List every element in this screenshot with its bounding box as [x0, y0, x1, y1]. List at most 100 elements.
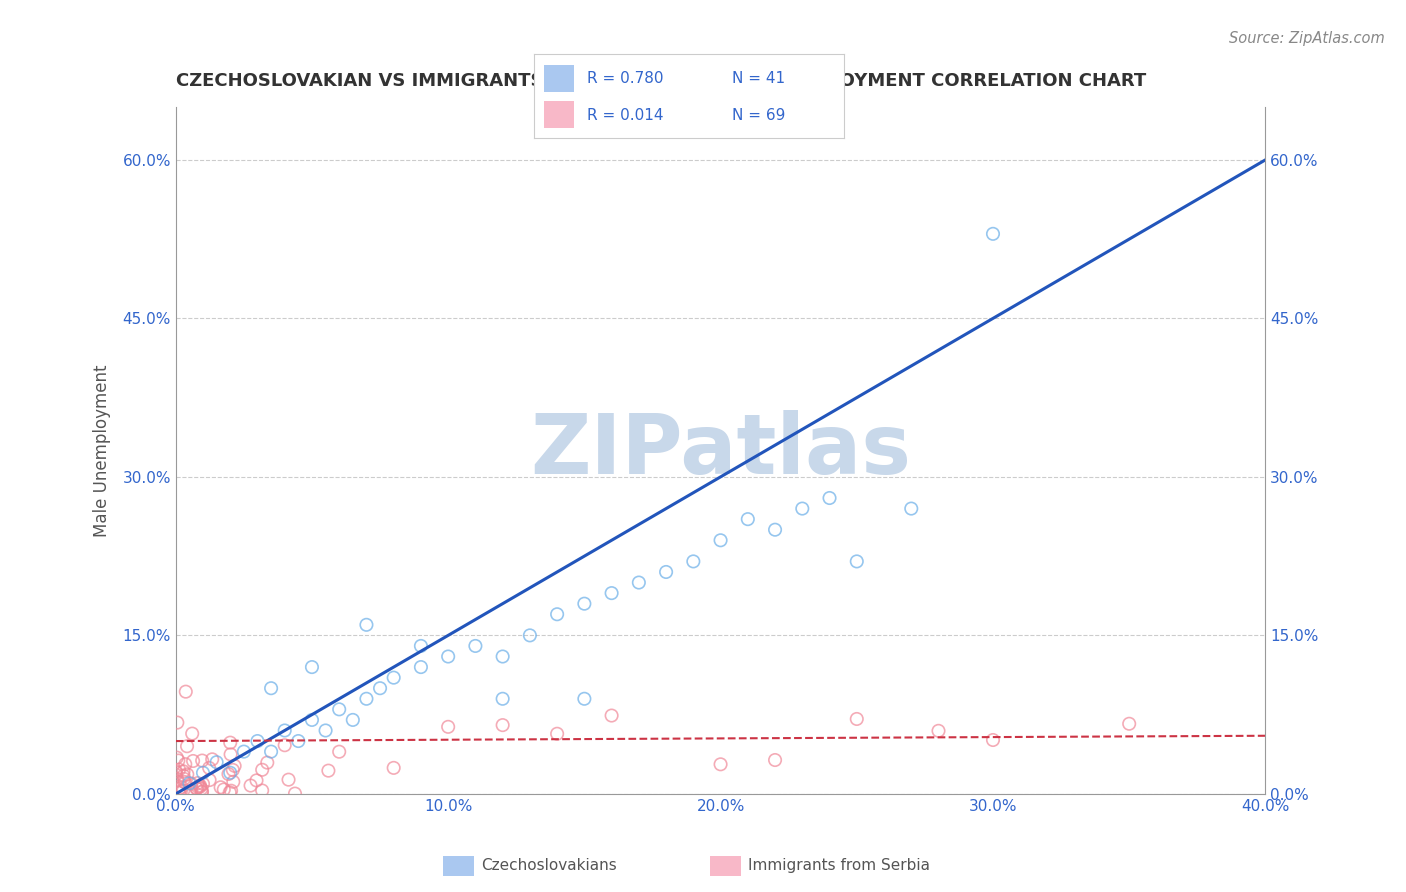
Point: [222, 763, 245, 777]
Text: ZIPatlas: ZIPatlas: [530, 410, 911, 491]
Point: [167, 786, 190, 800]
Point: [209, 780, 232, 795]
Point: [176, 767, 198, 781]
Bar: [544, 64, 575, 92]
Point: [301, 713, 323, 727]
Point: [180, 777, 202, 791]
Point: [188, 780, 211, 794]
Point: [437, 649, 460, 664]
Point: [368, 681, 391, 696]
Point: [492, 718, 515, 732]
Point: [574, 597, 596, 611]
Point: [212, 782, 235, 797]
Point: [198, 773, 221, 788]
Point: [682, 554, 704, 568]
Y-axis label: Male Unemployment: Male Unemployment: [93, 364, 111, 537]
Text: Immigrants from Serbia: Immigrants from Serbia: [748, 858, 929, 872]
Point: [600, 586, 623, 600]
Point: [250, 763, 273, 777]
Point: [274, 723, 297, 738]
Point: [219, 747, 242, 762]
Point: [464, 639, 486, 653]
Point: [981, 227, 1004, 241]
Point: [900, 501, 922, 516]
Point: [222, 774, 245, 789]
Bar: [544, 101, 575, 128]
Point: [170, 780, 193, 794]
Point: [655, 565, 678, 579]
Point: [224, 759, 246, 773]
Point: [172, 783, 194, 797]
Point: [246, 734, 269, 748]
Point: [166, 772, 188, 786]
Point: [356, 691, 378, 706]
Point: [519, 628, 541, 642]
Point: [763, 753, 786, 767]
Point: [219, 736, 242, 750]
Point: [201, 752, 224, 766]
Point: [191, 785, 214, 799]
Point: [627, 575, 650, 590]
Point: [167, 781, 190, 796]
Point: [191, 777, 214, 791]
Point: [179, 776, 201, 790]
Point: [181, 726, 204, 740]
Point: [219, 765, 242, 780]
Point: [845, 554, 868, 568]
Point: [342, 713, 364, 727]
Point: [173, 772, 195, 786]
Point: [981, 733, 1004, 747]
Point: [845, 712, 868, 726]
Text: N = 41: N = 41: [733, 71, 786, 87]
Point: [174, 757, 197, 772]
Text: R = 0.014: R = 0.014: [586, 108, 664, 123]
Point: [818, 491, 841, 505]
Point: [180, 783, 202, 797]
Point: [165, 764, 187, 779]
Point: [315, 723, 337, 738]
Point: [250, 783, 273, 797]
Point: [792, 501, 814, 516]
Text: N = 69: N = 69: [733, 108, 786, 123]
Point: [187, 780, 209, 794]
Point: [328, 745, 350, 759]
Point: [710, 533, 733, 548]
Point: [176, 739, 198, 754]
Point: [165, 767, 187, 781]
Point: [492, 649, 515, 664]
Point: [301, 660, 323, 674]
Point: [928, 723, 950, 738]
Point: [191, 754, 214, 768]
Point: [218, 785, 240, 799]
Point: [187, 776, 209, 790]
Point: [382, 671, 405, 685]
Point: [205, 755, 228, 769]
Point: [186, 781, 208, 796]
Point: [274, 738, 297, 752]
Point: [409, 639, 432, 653]
Point: [409, 660, 432, 674]
Point: [191, 785, 214, 799]
Point: [318, 764, 340, 778]
Point: [256, 756, 278, 770]
Point: [328, 702, 350, 716]
Point: [284, 787, 307, 801]
Point: [170, 785, 193, 799]
Point: [574, 691, 596, 706]
Point: [166, 750, 188, 764]
Point: [188, 779, 211, 793]
Point: [181, 754, 204, 768]
Point: [763, 523, 786, 537]
Point: [198, 761, 221, 775]
Point: [217, 767, 239, 781]
Point: [546, 607, 568, 622]
Point: [737, 512, 759, 526]
Point: [260, 681, 283, 696]
Point: [173, 769, 195, 783]
Point: [492, 691, 515, 706]
Point: [260, 745, 283, 759]
Point: [174, 684, 197, 698]
Point: [600, 708, 623, 723]
Point: [167, 763, 190, 777]
Point: [186, 781, 208, 796]
